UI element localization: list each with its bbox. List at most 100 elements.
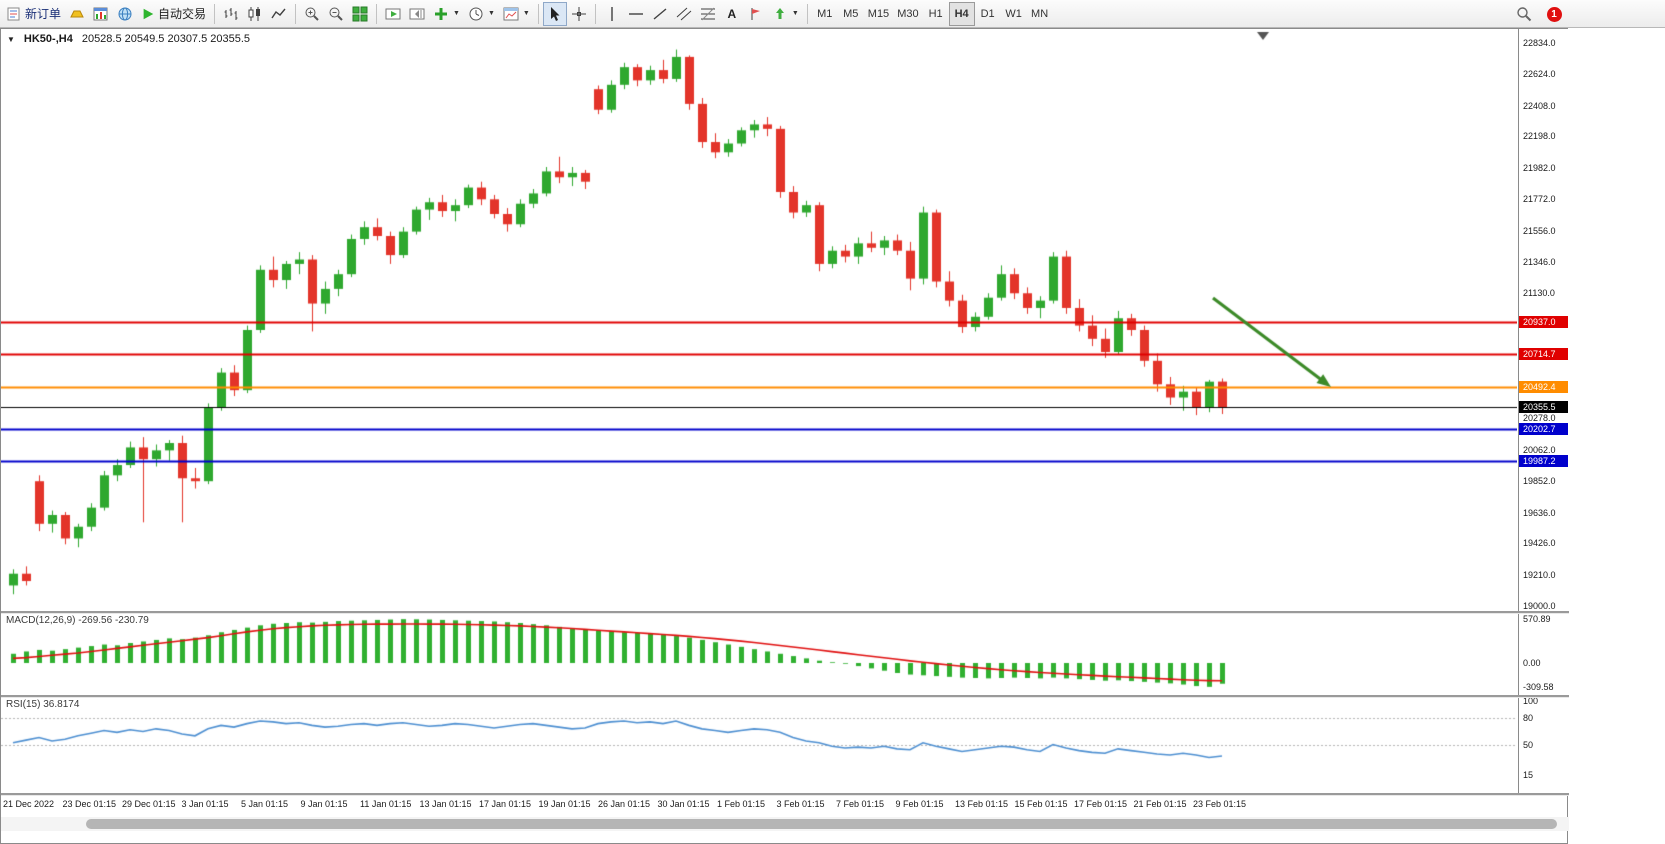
web-terminal-button[interactable] — [113, 2, 137, 26]
toolbar-separator — [214, 3, 216, 24]
new-order-icon — [7, 7, 20, 20]
macd-axis: 570.89 0.00 -309.58 — [1518, 613, 1569, 695]
cursor-icon — [550, 6, 560, 21]
time-axis-label: 23 Dec 01:15 — [62, 799, 117, 809]
price-axis-label: 19000.0 — [1523, 601, 1556, 611]
horizontal-line-tool-button[interactable] — [624, 2, 648, 26]
time-axis-label: 23 Feb 01:15 — [1193, 799, 1247, 809]
text-tool-icon: A — [727, 6, 737, 21]
macd-axis-label: -309.58 — [1523, 681, 1554, 692]
trendline-icon — [653, 7, 667, 20]
bar-chart-button[interactable] — [219, 2, 243, 26]
globe-icon — [118, 7, 132, 20]
label-tool-button[interactable] — [744, 2, 768, 26]
periods-button[interactable]: ▼ — [464, 2, 499, 26]
pane-splitter[interactable] — [1, 695, 1569, 698]
trendline-tool-button[interactable] — [648, 2, 672, 26]
arrow-object-icon — [775, 7, 784, 19]
channel-icon — [676, 7, 692, 20]
timeframe-button-D1[interactable]: D1 — [975, 2, 1001, 26]
autotrade-button[interactable]: 自动交易 — [137, 2, 210, 26]
auto-scroll-icon — [385, 8, 401, 19]
text-tool-button[interactable]: A — [720, 2, 744, 26]
time-axis-label: 19 Jan 01:15 — [538, 799, 591, 809]
time-axis-label: 9 Feb 01:15 — [895, 799, 944, 809]
rsi-axis-label: 15 — [1523, 769, 1534, 780]
vertical-line-tool-button[interactable] — [600, 2, 624, 26]
new-order-button[interactable]: 新订单 — [2, 2, 65, 26]
time-axis-label: 30 Jan 01:15 — [657, 799, 710, 809]
timeframe-button-W1[interactable]: W1 — [1001, 2, 1027, 26]
price-axis-label: 21556.0 — [1523, 225, 1556, 236]
auto-scroll-button[interactable] — [381, 2, 405, 26]
time-axis-label: 11 Jan 01:15 — [360, 799, 412, 809]
line-chart-icon — [271, 8, 286, 18]
timeframe-button-M30[interactable]: M30 — [893, 2, 922, 26]
indicators-button[interactable]: ▼ — [429, 2, 464, 26]
time-axis-label: 21 Feb 01:15 — [1133, 799, 1187, 809]
toolbar-separator — [537, 3, 539, 24]
time-axis-label: 17 Feb 01:15 — [1074, 799, 1128, 809]
one-click-trading-toggle[interactable]: ▼ — [7, 34, 15, 44]
line-chart-button[interactable] — [267, 2, 291, 26]
market-watch-icon — [93, 7, 108, 20]
tile-windows-button[interactable] — [348, 2, 372, 26]
timeframe-button-MN[interactable]: MN — [1027, 2, 1053, 26]
toolbar-right-group: 1 — [1512, 2, 1566, 26]
time-axis-label: 3 Jan 01:15 — [181, 799, 229, 809]
zoom-out-button[interactable] — [324, 2, 348, 26]
search-button[interactable] — [1512, 2, 1536, 26]
time-axis-label: 3 Feb 01:15 — [776, 799, 825, 809]
time-axis-label: 5 Jan 01:15 — [241, 799, 289, 809]
price-axis-label: 21346.0 — [1523, 256, 1556, 267]
pane-splitter[interactable] — [1, 611, 1569, 614]
price-axis-label: 21982.0 — [1523, 163, 1556, 174]
symbol-title: HK50-,H4 — [23, 33, 73, 45]
zoom-in-button[interactable] — [300, 2, 324, 26]
rsi-canvas[interactable] — [1, 697, 1517, 793]
price-line-tag: 20355.5 — [1519, 400, 1568, 413]
zoom-out-icon — [329, 7, 343, 21]
price-axis-label: 19426.0 — [1523, 538, 1556, 549]
rsi-axis: 100 80 50 15 — [1518, 697, 1569, 793]
clock-icon — [469, 7, 483, 20]
zoom-in-icon — [305, 7, 319, 21]
chart-header: ▼ HK50-,H4 20528.5 20549.5 20307.5 20355… — [7, 33, 250, 45]
rsi-pane: RSI(15) 36.8174 100 80 50 15 — [1, 697, 1569, 793]
price-axis-label: 22198.0 — [1523, 131, 1556, 142]
price-chart-canvas[interactable] — [1, 29, 1517, 611]
cursor-tool-button[interactable] — [542, 1, 567, 26]
notifications-button[interactable]: 1 — [1542, 2, 1566, 26]
timeframe-button-H1[interactable]: H1 — [923, 2, 949, 26]
chart-shift-button[interactable] — [405, 2, 429, 26]
price-axis-label: 22834.0 — [1523, 38, 1556, 49]
price-axis-label: 19210.0 — [1523, 570, 1556, 581]
template-icon — [503, 7, 519, 20]
fibonacci-tool-button[interactable] — [696, 2, 720, 26]
timeframe-button-M15[interactable]: M15 — [864, 2, 893, 26]
chart-window: ▼ HK50-,H4 20528.5 20549.5 20307.5 20355… — [0, 28, 1569, 844]
channel-tool-button[interactable] — [672, 2, 696, 26]
tile-windows-icon — [352, 6, 368, 21]
scrollbar-thumb[interactable] — [86, 819, 1557, 829]
price-axis-label: 22624.0 — [1523, 68, 1556, 79]
timeframe-button-M5[interactable]: M5 — [838, 2, 864, 26]
macd-axis-label: 0.00 — [1523, 658, 1541, 668]
timeframe-button-M1[interactable]: M1 — [812, 2, 838, 26]
time-axis: 21 Dec 2022 23 Dec 01:15 29 Dec 01:15 3 Jan… — [1, 795, 1569, 813]
templates-button[interactable]: ▼ — [499, 2, 534, 26]
toolbar-separator — [594, 3, 596, 24]
add-indicator-icon — [435, 7, 448, 20]
timeframe-button-H4[interactable]: H4 — [948, 1, 975, 26]
price-line-tag: 20492.4 — [1519, 380, 1568, 393]
crosshair-tool-button[interactable] — [567, 2, 591, 26]
dropdown-caret-icon: ▼ — [453, 10, 460, 17]
arrows-tool-button[interactable]: ▼ — [768, 2, 803, 26]
market-watch-button[interactable] — [89, 2, 113, 26]
pane-splitter[interactable] — [1, 793, 1569, 796]
gold-button[interactable] — [65, 2, 89, 26]
dropdown-caret-icon: ▼ — [522, 10, 530, 17]
candlestick-chart-button[interactable] — [243, 2, 267, 26]
macd-canvas[interactable] — [1, 613, 1517, 695]
timeframe-group: M1 M5 M15 M30 H1 H4 D1 W1 MN — [812, 1, 1053, 26]
